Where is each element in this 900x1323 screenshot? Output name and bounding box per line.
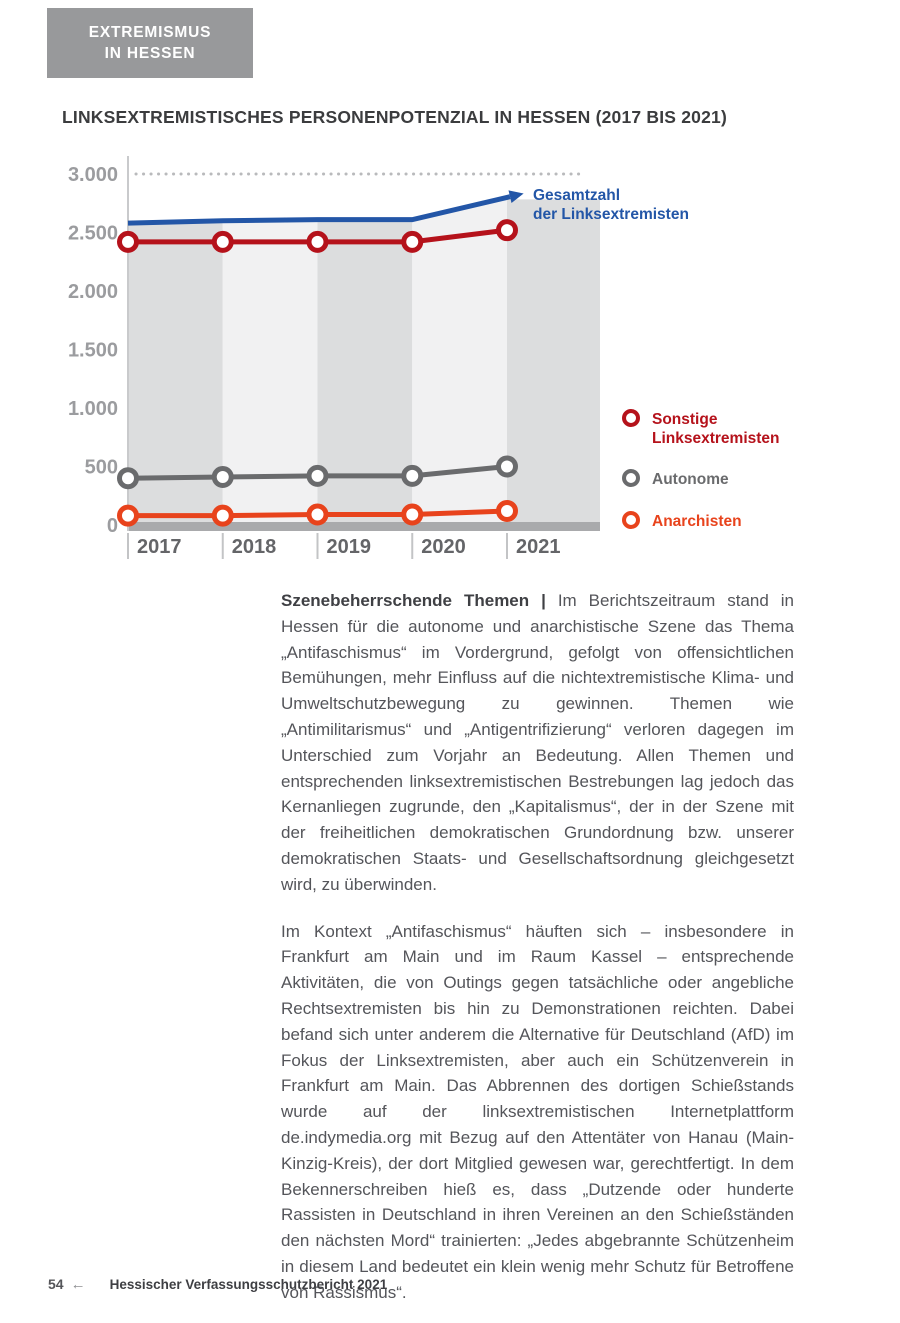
- data-point: [117, 467, 139, 490]
- section-tag: EXTREMISMUS IN HESSEN: [47, 8, 253, 78]
- section-tag-line1: EXTREMISMUS: [88, 24, 212, 41]
- legend-label-autonome: Autonome: [652, 471, 729, 488]
- data-point: [496, 499, 518, 522]
- x-tick-label: 2020: [421, 536, 466, 558]
- data-point: [117, 504, 139, 527]
- data-point: [306, 230, 329, 253]
- y-tick-label: 1.500: [68, 340, 118, 362]
- x-tick-label: 2019: [327, 536, 372, 558]
- paragraph-antifaschismus-kontext: Im Kontext „Antifaschismus“ häuften sich…: [281, 919, 794, 1306]
- legend-marker-sonstige: [622, 409, 640, 427]
- x-tick-label: 2017: [137, 536, 182, 558]
- y-tick-label: 2.000: [68, 281, 118, 303]
- data-point: [211, 230, 234, 253]
- personenpotenzial-chart: 2017 2018 2019 2020 2021 3.000 2.500 2.000 1.500…: [68, 156, 600, 559]
- total-line-arrowhead: [508, 190, 524, 204]
- page-footer: 54 ← Hessischer Verfassungsschutzbericht…: [48, 1276, 387, 1293]
- data-point: [496, 455, 518, 478]
- chart-title: LINKSEXTREMISTISCHES PERSONENPOTENZIAL I…: [62, 107, 727, 127]
- data-point: [306, 464, 329, 487]
- data-point: [496, 219, 518, 242]
- data-point: [401, 230, 424, 253]
- data-point: [211, 504, 234, 527]
- paragraph-lead-in: Szenebeherrschende Themen |: [281, 591, 558, 610]
- paragraph-szenebeherrschende-themen: Szenebeherrschende Themen | Im Berichtsz…: [281, 588, 794, 898]
- data-point: [306, 503, 329, 526]
- data-point: [401, 503, 424, 526]
- legend-marker-anarchisten: [622, 511, 640, 529]
- year-band: [507, 199, 600, 522]
- total-line: [127, 194, 511, 226]
- data-point: [117, 230, 139, 253]
- legend-marker-autonome: [622, 469, 640, 487]
- report-title: Hessischer Verfassungsschutzbericht 2021: [109, 1277, 388, 1292]
- legend-label-anarchisten: Anarchisten: [652, 513, 742, 530]
- page-number: 54: [48, 1276, 64, 1292]
- back-arrow-icon: ←: [70, 1276, 86, 1293]
- year-band: [317, 219, 413, 522]
- y-tick-label: 0: [107, 515, 118, 537]
- y-tick-label: 500: [85, 457, 118, 479]
- legend-gesamtzahl-label: Gesamtzahl der Linksextremisten: [533, 187, 689, 223]
- x-tick-label: 2021: [516, 536, 561, 558]
- paragraph-2-text: Im Kontext „Antifaschismus“ häuften sich…: [281, 921, 794, 1302]
- x-tick-label: 2018: [232, 536, 277, 558]
- y-tick-label: 2.500: [68, 223, 118, 245]
- year-band: [222, 219, 318, 522]
- y-tick-label: 3.000: [68, 164, 118, 186]
- data-point: [401, 464, 424, 487]
- paragraph-1-text: Im Berichtszeitraum stand in Hessen für …: [281, 591, 794, 894]
- legend-label-sonstige: Sonstige Linksextremisten: [652, 411, 780, 447]
- year-band: [412, 197, 507, 522]
- x-axis-baseline: [128, 522, 600, 531]
- body-text: Szenebeherrschende Themen | Im Berichtsz…: [281, 588, 794, 1306]
- data-point: [211, 466, 234, 489]
- section-tag-line2: IN HESSEN: [104, 45, 196, 62]
- y-tick-label: 1.000: [68, 398, 118, 420]
- year-band: [128, 220, 223, 523]
